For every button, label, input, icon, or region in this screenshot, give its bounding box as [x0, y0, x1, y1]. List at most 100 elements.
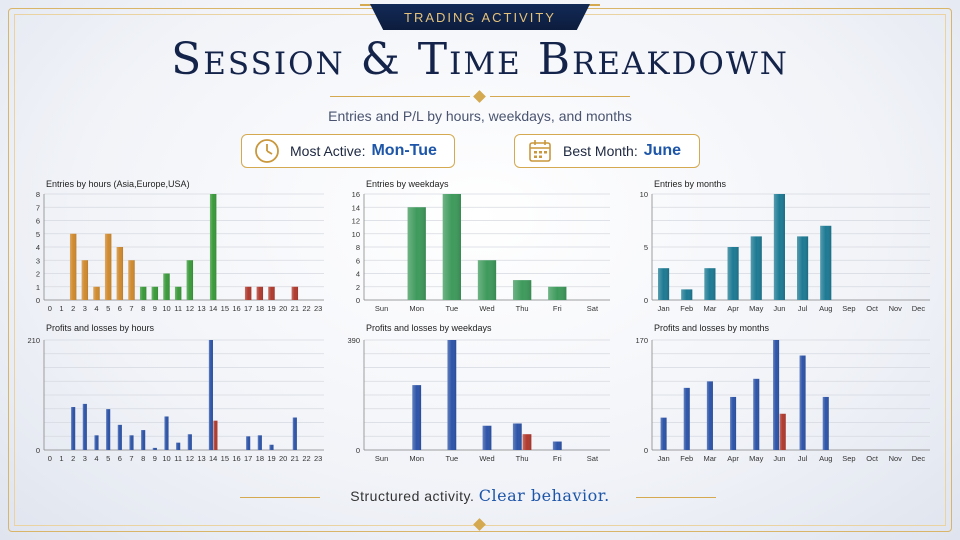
x-tick-label: 8	[141, 304, 145, 313]
x-tick-label: Wed	[479, 454, 494, 463]
x-tick-label: Thu	[516, 304, 529, 313]
x-tick-label: Apr	[727, 304, 739, 313]
bar-shine	[163, 273, 170, 300]
x-tick-label: Feb	[680, 454, 693, 463]
x-tick-label: 3	[83, 454, 87, 463]
footer-text: Structured activity.	[350, 488, 475, 504]
x-tick-label: 9	[153, 454, 157, 463]
x-tick-label: 0	[48, 454, 52, 463]
x-tick-label: Jun	[773, 304, 785, 313]
x-tick-label: Tue	[446, 304, 459, 313]
y-tick-label: 0	[644, 296, 648, 305]
bar-shine	[773, 194, 785, 300]
bar-shine	[152, 447, 157, 450]
x-tick-label: 9	[153, 304, 157, 313]
x-tick-label: Mar	[703, 454, 716, 463]
bar-shine	[186, 260, 194, 300]
bar-shine	[129, 435, 134, 450]
y-tick-label: 170	[635, 336, 648, 345]
x-tick-label: 4	[94, 304, 98, 313]
x-tick-label: 12	[186, 304, 194, 313]
best-month-badge: Best Month: June	[514, 134, 700, 168]
x-tick-label: Feb	[680, 304, 693, 313]
x-tick-label: 10	[162, 304, 170, 313]
x-tick-label: Dec	[912, 304, 926, 313]
footer-divider-right	[636, 497, 716, 498]
y-tick-label: 5	[36, 230, 40, 239]
x-tick-label: 10	[162, 454, 170, 463]
x-tick-label: Oct	[866, 454, 879, 463]
x-tick-label: Mon	[409, 304, 424, 313]
x-tick-label: 23	[314, 454, 322, 463]
most-active-badge: Most Active: Mon-Tue	[241, 134, 455, 168]
y-tick-label: 3	[36, 256, 40, 265]
bar-shine	[779, 413, 786, 450]
best-month-label: Best Month:	[563, 143, 638, 159]
x-tick-label: 15	[221, 454, 229, 463]
y-tick-label: 10	[352, 230, 360, 239]
bar-shine	[797, 236, 809, 300]
chart-title: Entries by months	[654, 179, 727, 189]
bar-shine	[291, 286, 299, 300]
y-tick-label: 0	[644, 446, 648, 455]
bar-shine	[71, 407, 76, 450]
bar-shine	[683, 387, 690, 450]
x-tick-label: 6	[118, 454, 122, 463]
y-tick-label: 4	[356, 270, 360, 279]
y-tick-label: 2	[36, 270, 40, 279]
bar-shine	[151, 286, 159, 300]
y-tick-label: 0	[356, 446, 360, 455]
x-tick-label: 5	[106, 454, 110, 463]
x-tick-label: Mar	[703, 304, 716, 313]
y-tick-label: 10	[640, 190, 648, 199]
y-tick-label: 8	[356, 243, 360, 252]
x-tick-label: Jul	[798, 304, 808, 313]
x-tick-label: 14	[209, 454, 217, 463]
most-active-value: Mon-Tue	[371, 142, 437, 159]
bar-shine	[799, 355, 806, 450]
x-tick-label: Fri	[553, 304, 562, 313]
title-divider-right	[490, 96, 630, 97]
bar-shine	[164, 416, 169, 450]
x-tick-label: May	[749, 454, 763, 463]
y-tick-label: 6	[356, 256, 360, 265]
x-tick-label: Fri	[553, 454, 562, 463]
x-tick-label: 2	[71, 304, 75, 313]
x-tick-label: 15	[221, 304, 229, 313]
bar-shine	[706, 381, 713, 450]
x-tick-label: 17	[244, 454, 252, 463]
chart-title: Profits and losses by weekdays	[366, 323, 492, 333]
x-tick-label: Aug	[819, 454, 832, 463]
x-tick-label: 14	[209, 304, 217, 313]
x-tick-label: Nov	[889, 304, 903, 313]
x-tick-label: May	[749, 304, 763, 313]
x-tick-label: 13	[197, 304, 205, 313]
header-tab: TRADING ACTIVITY	[370, 4, 590, 30]
bar-shine	[820, 225, 832, 300]
x-tick-label: 17	[244, 304, 252, 313]
x-tick-label: Sun	[375, 454, 388, 463]
x-tick-label: 7	[129, 454, 133, 463]
bar-shine	[208, 340, 213, 450]
bar-shine	[548, 286, 567, 300]
best-month-value: June	[643, 142, 682, 159]
x-tick-label: Wed	[479, 304, 494, 313]
chart-month_pl: Profits and losses by months 0 170 Jan Feb Ma…	[635, 323, 930, 463]
y-tick-label: 16	[352, 190, 360, 199]
bar-shine	[187, 434, 192, 450]
x-tick-label: 6	[118, 304, 122, 313]
x-tick-label: 0	[48, 304, 52, 313]
chart-title: Profits and losses by hours	[46, 323, 155, 333]
x-tick-label: 8	[141, 454, 145, 463]
x-tick-label: Dec	[912, 454, 926, 463]
bar-shine	[141, 430, 146, 450]
clock-icon	[255, 139, 279, 163]
footer-emphasis: Clear behavior.	[478, 486, 610, 505]
chart-title: Entries by hours (Asia,Europe,USA)	[46, 179, 190, 189]
x-tick-label: 23	[314, 304, 322, 313]
x-tick-label: Jan	[658, 304, 670, 313]
bar-shine	[256, 286, 264, 300]
header-tab-label: TRADING ACTIVITY	[404, 9, 556, 25]
x-tick-label: 21	[291, 454, 299, 463]
